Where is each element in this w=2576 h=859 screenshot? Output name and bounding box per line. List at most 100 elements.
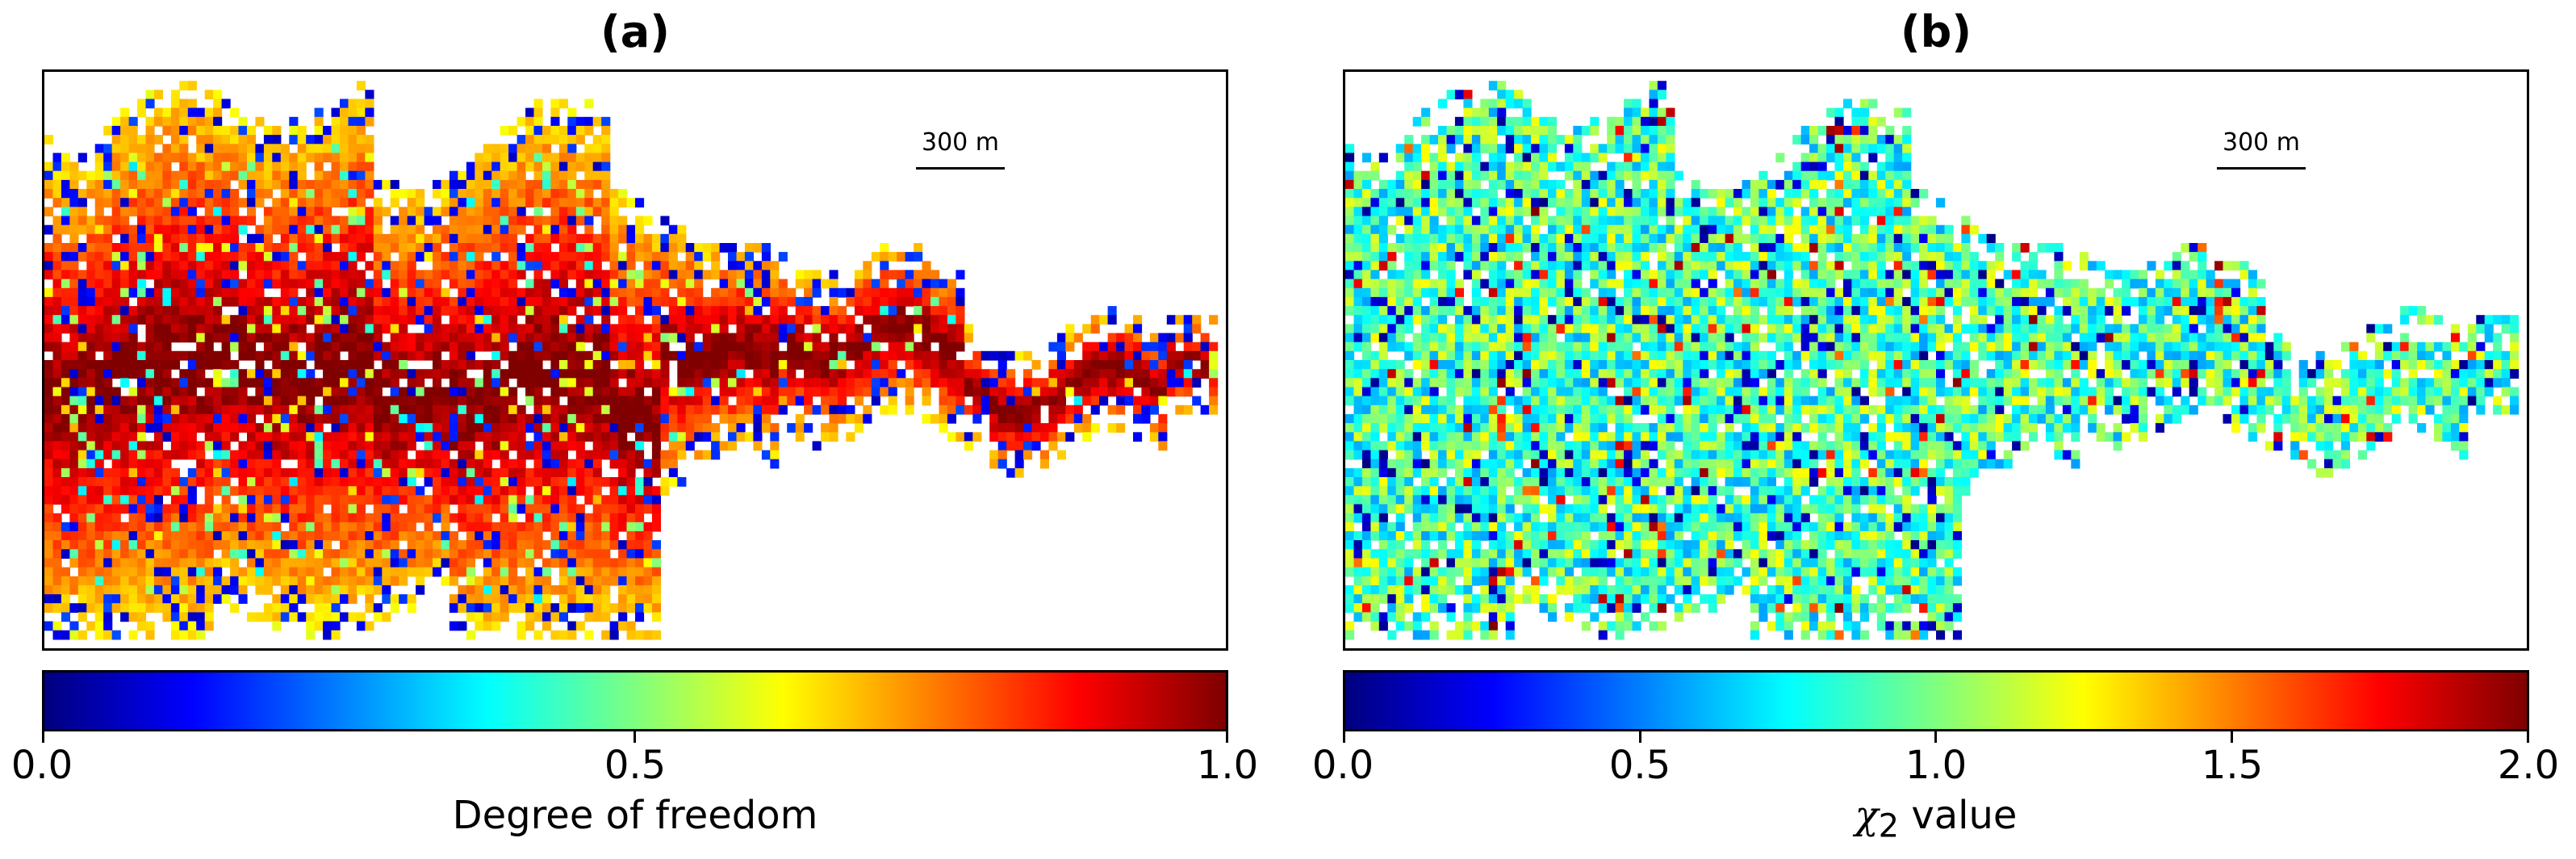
heatmap-cell — [86, 179, 96, 190]
heatmap-cell — [525, 287, 535, 298]
heatmap-cell — [373, 531, 383, 541]
heatmap-cell — [567, 333, 577, 343]
heatmap-cell — [719, 350, 729, 361]
heatmap-cell — [306, 233, 316, 244]
heatmap-cell — [323, 287, 332, 298]
heatmap-cell — [550, 459, 560, 469]
heatmap-cell — [340, 413, 349, 424]
heatmap-cell — [516, 621, 526, 631]
heatmap-cell — [643, 378, 653, 388]
heatmap-cell — [1353, 360, 1363, 370]
heatmap-cell — [340, 216, 349, 226]
heatmap-cell — [441, 531, 450, 541]
heatmap-cell — [466, 224, 475, 235]
heatmap-cell — [1361, 360, 1371, 370]
heatmap-cell — [314, 603, 324, 613]
heatmap-cell — [719, 342, 729, 352]
heatmap-cell — [1056, 378, 1066, 388]
heatmap-cell — [230, 161, 240, 172]
heatmap-cell — [77, 369, 87, 379]
heatmap-cell — [1395, 540, 1405, 550]
heatmap-cell — [922, 333, 931, 343]
heatmap-cell — [1345, 423, 1355, 433]
heatmap-cell — [651, 630, 661, 640]
heatmap-cell — [365, 135, 374, 145]
heatmap-cell — [905, 270, 914, 280]
heatmap-cell — [1133, 342, 1143, 352]
heatmap-cell — [238, 567, 248, 577]
heatmap-cell — [179, 233, 189, 244]
heatmap-cell — [433, 423, 442, 433]
heatmap-cell — [247, 567, 257, 577]
heatmap-cell — [289, 603, 299, 613]
panel-b: (b) 300 m 0.0 0.5 1.0 1.5 2.0 χ2 value — [1312, 0, 2559, 859]
heatmap-cell — [297, 198, 307, 207]
heatmap-cell — [120, 125, 130, 136]
heatmap-cell — [247, 459, 257, 469]
heatmap-cell — [120, 315, 130, 325]
heatmap-cell — [128, 261, 138, 271]
heatmap-cell — [592, 531, 602, 541]
heatmap-cell — [213, 224, 223, 235]
heatmap-cell — [626, 522, 636, 532]
heatmap-cell — [187, 261, 197, 271]
heatmap-cell — [618, 450, 628, 460]
heatmap-cell — [888, 342, 897, 352]
heatmap-cell — [516, 441, 526, 451]
heatmap-cell — [356, 333, 366, 343]
heatmap-cell — [94, 287, 104, 298]
heatmap-cell — [111, 423, 121, 433]
heatmap-cell — [635, 270, 645, 280]
heatmap-cell — [399, 404, 408, 415]
heatmap-cell — [635, 404, 645, 415]
heatmap-cell — [153, 315, 163, 325]
heatmap-cell — [1378, 333, 1388, 343]
heatmap-cell — [145, 233, 155, 244]
heatmap-cell — [1014, 432, 1024, 442]
heatmap-cell — [247, 540, 257, 550]
heatmap-cell — [382, 342, 391, 352]
heatmap-cell — [94, 179, 104, 190]
heatmap-cell — [297, 486, 307, 496]
heatmap-cell — [846, 296, 855, 307]
heatmap-cell — [1404, 423, 1414, 433]
heatmap-cell — [558, 296, 568, 307]
heatmap-cell — [989, 432, 999, 442]
heatmap-cell — [77, 477, 87, 487]
heatmap-cell — [306, 252, 316, 262]
heatmap-cell — [1353, 252, 1363, 262]
heatmap-cell — [609, 189, 619, 199]
heatmap-cell — [1345, 369, 1355, 379]
heatmap-cell — [567, 252, 577, 262]
heatmap-cell — [280, 315, 290, 325]
heatmap-cell — [728, 441, 738, 451]
heatmap-cell — [297, 369, 307, 379]
heatmap-cell — [365, 558, 374, 568]
heatmap-cell — [162, 270, 172, 280]
heatmap-cell — [821, 387, 830, 397]
heatmap-cell — [314, 567, 324, 577]
heatmap-cell — [1056, 360, 1066, 370]
heatmap-cell — [1133, 413, 1143, 424]
heatmap-cell — [44, 441, 54, 451]
heatmap-cell — [550, 296, 560, 307]
heatmap-cell — [1345, 522, 1355, 532]
heatmap-cell — [753, 396, 763, 406]
heatmap-cell — [736, 432, 746, 442]
heatmap-cell — [390, 189, 399, 199]
heatmap-cell — [584, 549, 594, 559]
heatmap-cell — [1361, 216, 1371, 226]
heatmap-cell — [94, 170, 104, 181]
heatmap-cell — [618, 594, 628, 604]
heatmap-cell — [162, 243, 172, 253]
heatmap-cell — [475, 161, 484, 172]
heatmap-cell — [458, 333, 467, 343]
heatmap-cell — [584, 279, 594, 289]
heatmap-cell — [179, 207, 189, 217]
heatmap-cell — [145, 207, 155, 217]
heatmap-cell — [1014, 387, 1024, 397]
heatmap-cell — [728, 423, 738, 433]
heatmap-cell — [1395, 567, 1405, 577]
heatmap-cell — [635, 387, 645, 397]
heatmap-cell — [1107, 387, 1117, 397]
